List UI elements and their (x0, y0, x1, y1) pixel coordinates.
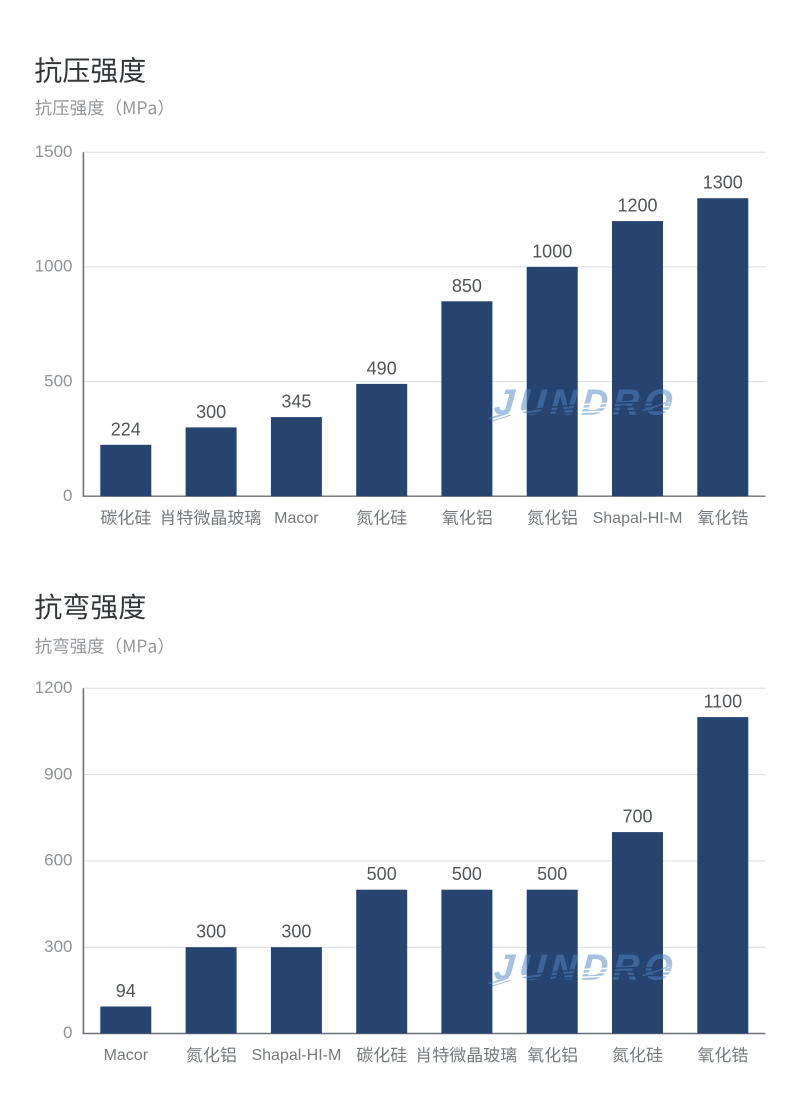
svg-text:1100: 1100 (703, 692, 742, 712)
svg-text:Shapal-HI-M: Shapal-HI-M (593, 510, 683, 527)
svg-text:300: 300 (44, 937, 72, 956)
svg-text:1200: 1200 (617, 196, 657, 216)
svg-text:850: 850 (452, 276, 482, 296)
svg-text:94: 94 (116, 981, 136, 1001)
svg-text:300: 300 (196, 402, 226, 422)
svg-text:600: 600 (44, 851, 72, 870)
svg-text:900: 900 (44, 764, 72, 783)
svg-text:700: 700 (622, 807, 652, 827)
svg-text:500: 500 (367, 864, 397, 884)
svg-text:300: 300 (281, 922, 311, 942)
svg-text:1000: 1000 (35, 257, 73, 276)
svg-text:1500: 1500 (35, 142, 73, 161)
svg-text:0: 0 (63, 486, 72, 505)
svg-text:Macor: Macor (274, 510, 319, 527)
svg-text:300: 300 (196, 922, 226, 942)
svg-text:1200: 1200 (35, 678, 73, 697)
svg-text:Shapal-HI-M: Shapal-HI-M (251, 1047, 341, 1064)
svg-text:Macor: Macor (104, 1047, 149, 1064)
svg-text:1300: 1300 (703, 173, 743, 193)
svg-text:0: 0 (63, 1023, 72, 1042)
svg-text:345: 345 (281, 392, 311, 412)
svg-text:500: 500 (537, 864, 567, 884)
svg-text:490: 490 (367, 358, 397, 378)
svg-text:224: 224 (111, 419, 141, 439)
svg-text:500: 500 (452, 864, 482, 884)
svg-text:1000: 1000 (532, 241, 572, 261)
svg-text:500: 500 (44, 371, 72, 390)
